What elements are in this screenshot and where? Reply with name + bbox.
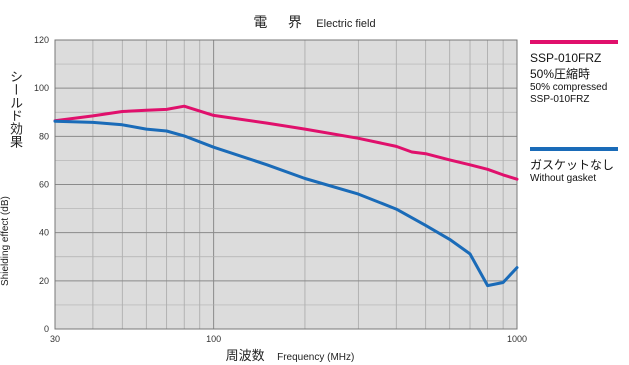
x-axis-label-jp: 周波数 [225, 349, 265, 364]
chart-title-jp: 電 界 [253, 15, 310, 31]
plot-frame [54, 39, 518, 330]
legend-entry-without-gasket: ガスケットなし Without gasket [530, 147, 618, 185]
y-axis-label-jp: シールド効果 [7, 70, 22, 148]
y-tick-label: 0 [44, 324, 49, 334]
legend-label-line: ガスケットなし [530, 158, 615, 172]
y-tick-label: 40 [39, 228, 49, 238]
series-line-without-gasket [53, 119, 519, 288]
x-axis-label: 周波数 Frequency (MHz) [160, 345, 420, 365]
x-tick-label: 1000 [507, 334, 527, 344]
chart-title: 電 界 Electric field [0, 12, 629, 32]
legend-label-line: SSP-010FRZ [530, 51, 602, 65]
legend-swatch-ssp-010frz [530, 40, 618, 44]
y-tick-label: 80 [39, 131, 49, 141]
x-tick-label: 30 [50, 334, 60, 344]
y-tick-label: 20 [39, 276, 49, 286]
legend-label-line: 50% compressed [530, 82, 608, 93]
legend-label-line: Without gasket [530, 173, 597, 184]
y-tick-label: 120 [34, 35, 49, 45]
series-line-ssp-010frz [53, 104, 519, 181]
legend-entry-ssp-010frz: SSP-010FRZ 50%圧縮時 50% compressed SSP-010… [530, 40, 618, 106]
legend-swatch-without-gasket [530, 147, 618, 151]
y-tick-label: 100 [34, 83, 49, 93]
x-axis-label-en: Frequency (MHz) [277, 352, 355, 363]
legend-label-line: 50%圧縮時 [530, 67, 591, 81]
x-tick-label: 100 [206, 334, 221, 344]
legend-label-line: SSP-010FRZ [530, 94, 590, 105]
chart-title-en: Electric field [316, 18, 376, 30]
y-tick-label: 60 [39, 180, 49, 190]
